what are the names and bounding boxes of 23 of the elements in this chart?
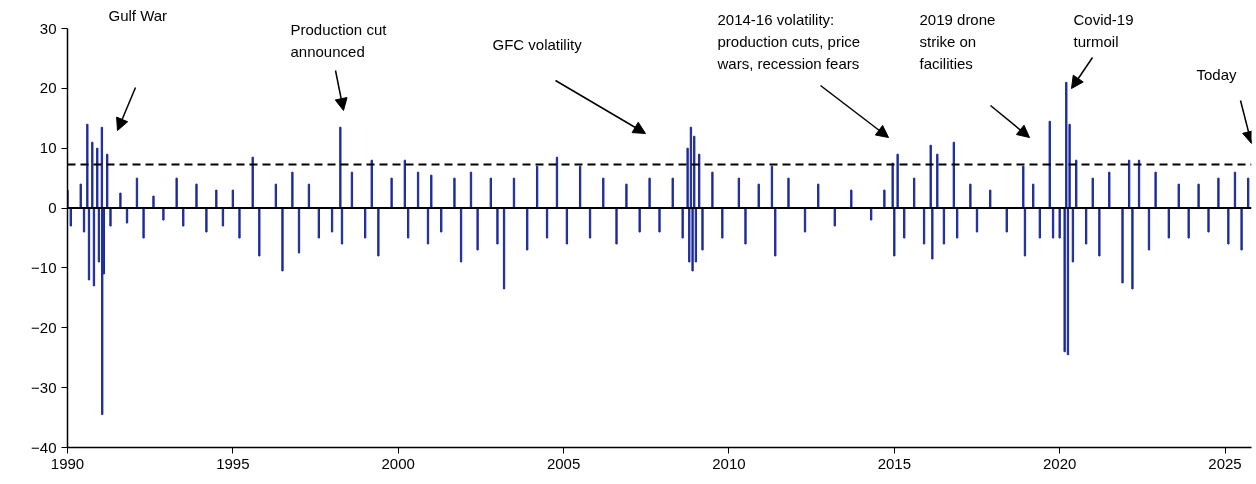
y-tick-label: 20 bbox=[39, 79, 57, 97]
x-tick-label: 2000 bbox=[381, 454, 415, 472]
x-tick-label: 1990 bbox=[50, 454, 85, 472]
x-tick-label: 2025 bbox=[1208, 454, 1242, 472]
x-tick-label: 2020 bbox=[1042, 454, 1077, 472]
y-tick-label: 10 bbox=[39, 139, 57, 157]
annotation: 2019 drone strike on facilities bbox=[919, 10, 996, 72]
y-tick-label: −20 bbox=[31, 318, 57, 336]
text: Gulf War bbox=[108, 6, 168, 24]
y-tick-label: 0 bbox=[48, 199, 57, 217]
annotation: Covid-19 turmoil bbox=[1073, 10, 1134, 50]
y-tick-label: 30 bbox=[39, 19, 57, 37]
x-tick-label: 2015 bbox=[877, 454, 912, 472]
annotation: GFC volatility bbox=[492, 35, 583, 53]
annotation: Today bbox=[1196, 65, 1238, 83]
annotation: 2014-16 volatility: production cuts, price wars, recession fears bbox=[716, 10, 861, 72]
x-tick-label: 2005 bbox=[546, 454, 581, 472]
y-tick-label: −10 bbox=[31, 258, 57, 276]
x-tick-label: 1995 bbox=[216, 454, 250, 472]
annotation: Production cut announced bbox=[290, 20, 388, 60]
x-tick-label: 2010 bbox=[712, 454, 746, 472]
y-tick-label: −40 bbox=[31, 438, 57, 456]
y-tick-label: −30 bbox=[31, 378, 57, 396]
